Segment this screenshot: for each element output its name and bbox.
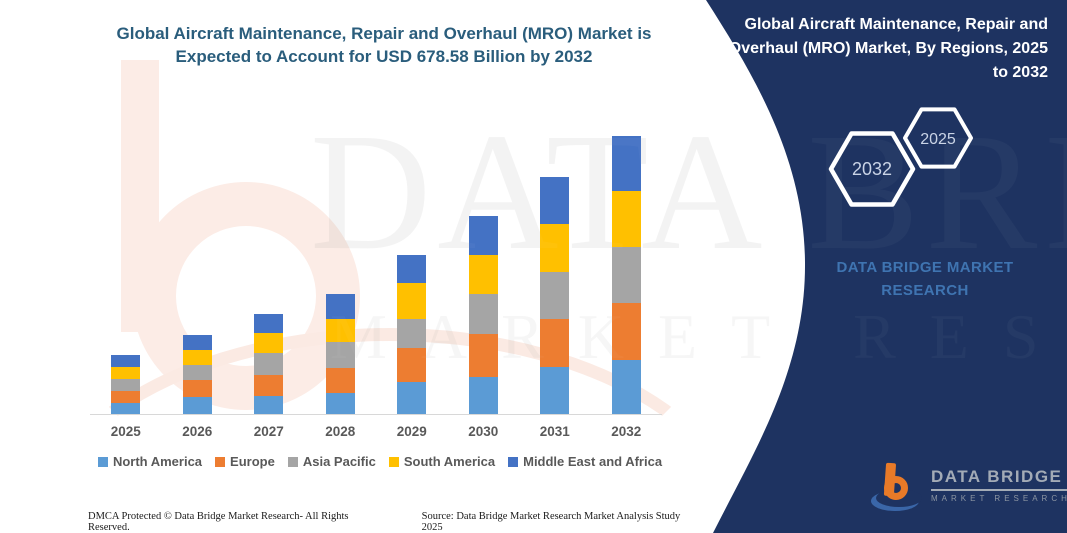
bar-segment-europe [182,380,212,398]
x-tick-2032: 2032 [611,424,642,439]
bar-segment-europe [397,347,427,382]
legend-swatch-europe [215,456,226,467]
company-logo: DATA BRIDGE MARKET RESEARCH [870,458,1067,512]
bar-2029 [397,255,427,414]
bar-segment-middle-east-and-africa [254,314,284,333]
chart-legend: North America Europe Asia Pacific South Ame… [80,454,680,469]
bar-segment-north-america [468,376,498,414]
legend-item-north-america: North America [97,454,203,469]
bar-2031 [540,176,570,414]
bar-segment-middle-east-and-africa [468,216,498,256]
legend-label-middle-east-and-africa: Middle East and Africa [523,454,663,469]
bar-segment-asia-pacific [325,341,355,368]
bar-2032 [611,136,641,414]
bar-segment-north-america [111,403,141,414]
bar-2026 [182,334,212,414]
hexagon-2025-badge: 2025 [903,107,973,169]
bar-segment-north-america [325,393,355,414]
stacked-bar-plot [90,119,662,415]
bar-2030 [468,216,498,414]
hexagon-badges: 2025 2032 [828,107,973,207]
bar-segment-north-america [254,395,284,414]
logo-tagline: MARKET RESEARCH [931,494,1067,503]
x-tick-2030: 2030 [468,424,499,439]
panel-title: Global Aircraft Maintenance, Repair and … [728,16,1048,81]
hexagon-2032-label: 2032 [852,159,892,179]
logo-name: DATA BRIDGE [931,467,1067,491]
legend-label-north-america: North America [112,454,203,469]
x-tick-2026: 2026 [182,424,213,439]
legend-item-asia-pacific: Asia Pacific [287,454,376,469]
dmca-notice: DMCA Protected © Data Bridge Market Rese… [88,511,349,533]
bar-segment-asia-pacific [540,271,570,320]
bar-segment-middle-east-and-africa [397,255,427,284]
bar-segment-asia-pacific [468,294,498,335]
bar-segment-europe [325,367,355,394]
legend-item-middle-east-and-africa: Middle East and Africa [508,454,662,469]
bar-segment-north-america [182,397,212,414]
bar-segment-asia-pacific [111,379,141,391]
x-tick-2028: 2028 [325,424,356,439]
legend-swatch-asia-pacific [287,456,298,467]
bar-segment-north-america [397,382,427,414]
bar-2025 [111,354,141,414]
logo-b-icon [871,462,922,511]
legend-label-south-america: South America [403,454,496,469]
legend-label-europe: Europe [230,454,275,469]
bar-segment-north-america [540,367,570,414]
bar-segment-asia-pacific [611,246,641,304]
bar-segment-middle-east-and-africa [325,294,355,320]
bar-segment-south-america [325,319,355,342]
bar-segment-middle-east-and-africa [182,334,212,351]
bar-segment-south-america [468,255,498,295]
bar-segment-europe [540,319,570,368]
chart-title: Global Aircraft Maintenance, Repair and … [116,24,652,67]
x-tick-2027: 2027 [253,424,284,439]
legend-item-europe: Europe [215,454,275,469]
bar-segment-asia-pacific [254,353,284,375]
bar-segment-europe [468,334,498,377]
bar-segment-north-america [611,359,641,414]
x-tick-2029: 2029 [396,424,427,439]
bar-segment-south-america [397,283,427,320]
bar-segment-asia-pacific [182,364,212,381]
legend-swatch-north-america [97,456,108,467]
source-note: Source: Data Bridge Market Research Mark… [421,511,681,533]
footer: DMCA Protected © Data Bridge Market Rese… [88,511,688,533]
bar-2027 [254,314,284,414]
bar-segment-south-america [540,224,570,272]
bar-segment-south-america [111,367,141,380]
x-tick-2031: 2031 [539,424,570,439]
legend-label-asia-pacific: Asia Pacific [302,454,376,469]
bar-segment-south-america [182,350,212,365]
bar-segment-south-america [611,190,641,247]
legend-swatch-south-america [388,456,399,467]
bar-segment-middle-east-and-africa [611,136,641,191]
bar-segment-south-america [254,332,284,354]
bar-segment-europe [611,303,641,360]
bar-segment-europe [254,374,284,396]
hexagon-2032-badge: 2032 [828,131,916,207]
legend-item-south-america: South America [388,454,496,469]
bar-segment-asia-pacific [397,319,427,348]
bar-segment-europe [111,390,141,404]
hexagon-2025-label: 2025 [920,131,956,148]
bar-segment-middle-east-and-africa [540,176,570,225]
bar-segment-middle-east-and-africa [111,354,141,368]
x-axis-labels: 2025 2026 2027 2028 2029 2030 2031 2032 [90,424,662,439]
brand-text: DATA BRIDGE MARKET RESEARCH [836,259,1014,299]
bar-2028 [325,294,355,414]
x-tick-2025: 2025 [110,424,141,439]
legend-swatch-middle-east-and-africa [508,456,519,467]
